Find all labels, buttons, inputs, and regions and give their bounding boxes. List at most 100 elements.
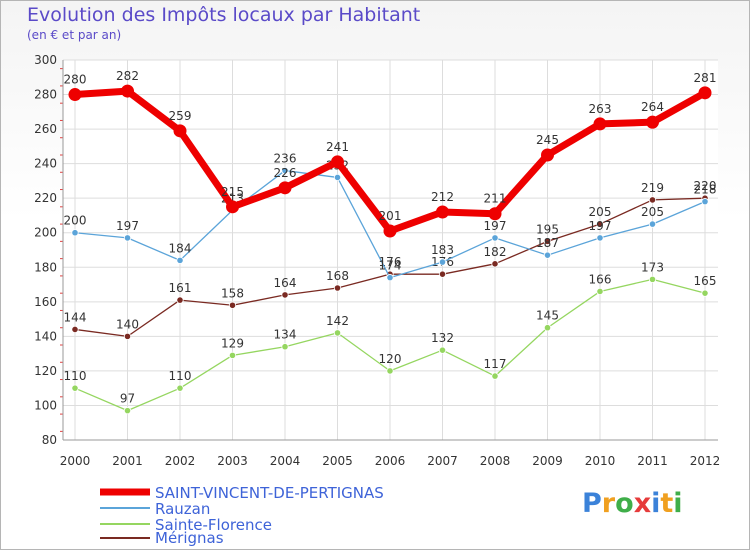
data-label-rauzan: 197: [484, 219, 507, 233]
y-tick-label: 80: [42, 433, 57, 447]
data-label-sainte-florence: 110: [169, 369, 192, 383]
data-point-sainte-florence: [596, 287, 604, 296]
x-tick-label: 2004: [270, 454, 301, 468]
data-label-saint-vincent-de-pertignas: 280: [64, 73, 87, 87]
x-tick-label: 2009: [532, 454, 563, 468]
data-point-merignas: [333, 284, 342, 292]
data-label-saint-vincent-de-pertignas: 263: [589, 102, 612, 116]
data-point-rauzan: [71, 229, 79, 237]
logo-letter: P: [582, 488, 602, 519]
data-point-rauzan: [123, 234, 132, 242]
logo-letter: r: [601, 488, 616, 519]
x-tick-label: 2000: [60, 454, 91, 468]
data-label-sainte-florence: 120: [379, 352, 402, 366]
x-tick-label: 2012: [690, 454, 721, 468]
data-point-rauzan: [333, 173, 342, 182]
y-tick-label: 300: [34, 53, 57, 67]
data-point-rauzan: [491, 234, 499, 242]
data-label-merignas: 182: [484, 245, 507, 259]
data-point-saint-vincent-de-pertignas: [331, 155, 344, 169]
y-tick-label: 160: [34, 295, 57, 309]
data-point-sainte-florence: [71, 384, 79, 392]
data-point-sainte-florence: [228, 351, 237, 359]
data-label-sainte-florence: 145: [536, 309, 559, 323]
data-label-saint-vincent-de-pertignas: 264: [641, 100, 664, 114]
data-point-rauzan: [386, 274, 394, 282]
data-point-saint-vincent-de-pertignas: [646, 115, 659, 129]
data-label-merignas: 220: [694, 179, 717, 193]
data-label-saint-vincent-de-pertignas: 282: [116, 69, 139, 83]
data-label-saint-vincent-de-pertignas: 215: [221, 185, 244, 199]
data-label-sainte-florence: 142: [326, 314, 349, 328]
legend-label-rauzan: Rauzan: [155, 500, 211, 518]
data-point-sainte-florence: [281, 343, 289, 351]
data-label-sainte-florence: 129: [221, 336, 244, 350]
x-tick-label: 2011: [637, 454, 668, 468]
data-label-merignas: 164: [274, 276, 297, 290]
y-tick-label: 280: [34, 88, 57, 102]
data-label-rauzan: 200: [64, 214, 87, 228]
data-label-saint-vincent-de-pertignas: 226: [274, 166, 297, 180]
data-label-sainte-florence: 97: [120, 392, 135, 406]
data-point-saint-vincent-de-pertignas: [593, 117, 607, 131]
data-label-sainte-florence: 134: [274, 328, 297, 342]
data-point-merignas: [491, 260, 499, 268]
data-label-sainte-florence: 110: [64, 369, 87, 383]
data-point-sainte-florence: [333, 329, 342, 337]
data-label-rauzan: 174: [379, 259, 402, 273]
logo-letter: i: [651, 488, 661, 519]
data-point-saint-vincent-de-pertignas: [698, 86, 712, 100]
data-label-sainte-florence: 173: [641, 260, 664, 274]
data-label-sainte-florence: 117: [484, 357, 507, 371]
data-label-merignas: 205: [589, 205, 612, 219]
x-tick-label: 2010: [585, 454, 616, 468]
data-point-rauzan: [648, 220, 657, 228]
data-label-saint-vincent-de-pertignas: 241: [326, 140, 349, 154]
data-point-saint-vincent-de-pertignas: [383, 224, 397, 238]
data-point-merignas: [543, 237, 552, 245]
data-label-merignas: 219: [641, 181, 664, 195]
y-tick-label: 120: [34, 364, 57, 378]
data-label-saint-vincent-de-pertignas: 245: [536, 133, 559, 147]
legend-label-merignas: Mérignas: [155, 529, 224, 547]
data-label-merignas: 168: [326, 269, 349, 283]
x-tick-label: 2006: [375, 454, 406, 468]
data-point-merignas: [228, 301, 237, 309]
data-label-saint-vincent-de-pertignas: 281: [694, 71, 717, 85]
data-label-rauzan: 218: [694, 183, 717, 197]
legend-label-saint-vincent: SAINT-VINCENT-DE-PERTIGNAS: [155, 484, 384, 502]
data-point-sainte-florence: [701, 289, 709, 297]
data-label-saint-vincent-de-pertignas: 211: [484, 192, 507, 206]
data-label-saint-vincent-de-pertignas: 201: [379, 209, 402, 223]
data-point-merignas: [596, 220, 604, 228]
data-label-sainte-florence: 132: [431, 331, 454, 345]
data-point-saint-vincent-de-pertignas: [226, 200, 239, 214]
x-tick-label: 2008: [480, 454, 511, 468]
data-point-merignas: [71, 325, 79, 334]
data-point-saint-vincent-de-pertignas: [436, 205, 449, 219]
data-label-merignas: 144: [64, 310, 87, 324]
data-point-rauzan: [543, 251, 552, 259]
data-point-rauzan: [176, 256, 184, 264]
data-point-sainte-florence: [491, 372, 499, 380]
x-tick-label: 2001: [112, 454, 143, 468]
x-tick-label: 2002: [165, 454, 196, 468]
y-tick-label: 240: [34, 157, 57, 171]
data-point-merignas: [438, 270, 447, 278]
data-label-merignas: 161: [169, 281, 192, 295]
y-tick-label: 200: [34, 226, 57, 240]
proxiti-logo: Proxiti: [582, 488, 683, 519]
data-label-rauzan: 205: [641, 205, 664, 219]
y-tick-label: 140: [34, 329, 57, 343]
data-label-rauzan: 183: [431, 243, 454, 257]
data-point-saint-vincent-de-pertignas: [173, 124, 187, 138]
y-tick-label: 220: [34, 191, 57, 205]
logo-letter: x: [633, 488, 652, 519]
data-label-merignas: 140: [116, 317, 139, 331]
data-point-sainte-florence: [386, 367, 394, 375]
x-tick-label: 2007: [427, 454, 458, 468]
logo-letter: i: [673, 488, 683, 519]
x-tick-label: 2003: [217, 454, 248, 468]
data-label-rauzan: 197: [116, 219, 139, 233]
